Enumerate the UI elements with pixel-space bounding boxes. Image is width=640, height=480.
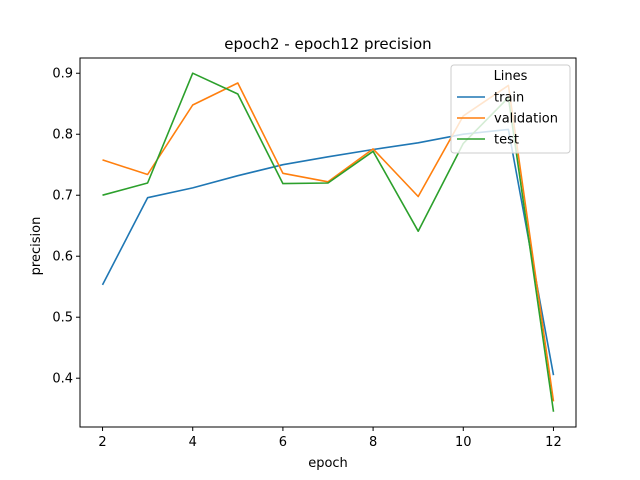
x-axis-label: epoch <box>308 456 348 471</box>
x-tick-label: 6 <box>279 435 287 450</box>
x-tick-label: 2 <box>98 435 106 450</box>
y-tick-label: 0.9 <box>52 67 73 82</box>
x-axis-ticks: 2 4 6 8 10 12 <box>98 427 562 450</box>
legend-label-validation: validation <box>494 112 558 127</box>
legend-label-test: test <box>494 133 519 148</box>
legend-box <box>450 64 571 154</box>
y-axis-label: precision <box>29 217 44 276</box>
y-axis-ticks: 0.4 0.5 0.6 0.7 0.8 0.9 <box>52 67 80 387</box>
x-tick-label: 10 <box>455 435 472 450</box>
chart-title: epoch2 - epoch12 precision <box>224 35 431 53</box>
legend-title: Lines <box>494 69 528 84</box>
y-tick-label: 0.8 <box>52 128 73 143</box>
x-tick-label: 4 <box>189 435 197 450</box>
x-tick-label: 12 <box>545 435 562 450</box>
y-tick-label: 0.4 <box>52 372 73 387</box>
y-tick-label: 0.6 <box>52 250 73 265</box>
y-tick-label: 0.5 <box>52 311 73 326</box>
y-tick-label: 0.7 <box>52 189 73 204</box>
plot-frame <box>79 57 577 428</box>
legend: Lines train validation test <box>450 64 571 154</box>
series-line-train <box>101 128 555 376</box>
legend-label-train: train <box>494 91 524 106</box>
x-tick-label: 8 <box>369 435 377 450</box>
